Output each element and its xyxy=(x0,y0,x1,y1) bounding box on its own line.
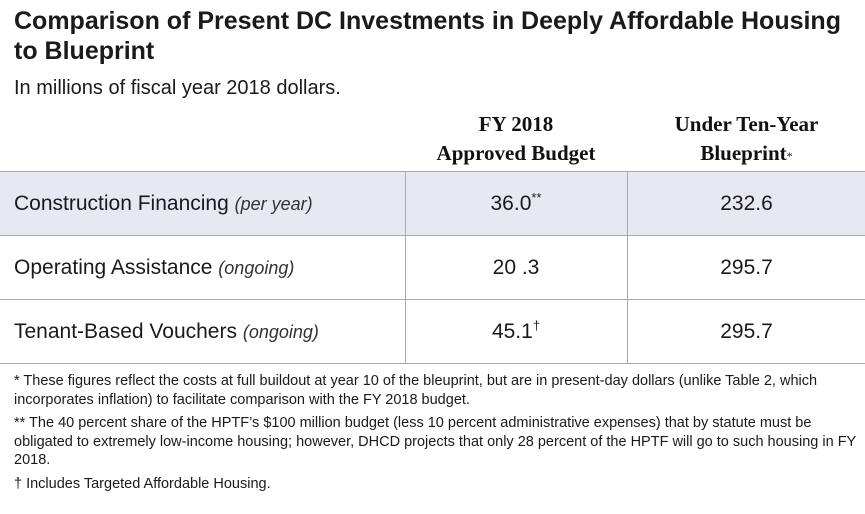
row-rule xyxy=(0,299,865,300)
column-header-blueprint-line2: Blueprint* xyxy=(628,139,865,168)
row-label-text: Construction Financing xyxy=(14,192,229,215)
column-header-fy2018: FY 2018 Approved Budget xyxy=(412,110,620,168)
footnotes: * These figures reflect the costs at ful… xyxy=(14,372,859,498)
header-rule xyxy=(0,171,865,172)
fy2018-value-text: 20 .3 xyxy=(492,256,540,279)
column-divider xyxy=(627,172,628,363)
row-label: Tenant-Based Vouchers (ongoing) xyxy=(14,300,319,363)
column-header-blueprint-line2-text: Blueprint xyxy=(700,141,787,165)
table-title: Comparison of Present DC Investments in … xyxy=(14,7,841,65)
fy2018-value: 36.0** xyxy=(406,172,626,235)
fy2018-value-text: 45.1 xyxy=(491,320,533,343)
row-qualifier: (ongoing) xyxy=(242,322,319,342)
footnote-marker: ** xyxy=(531,190,542,205)
table-row: Construction Financing (per year) 36.0**… xyxy=(0,172,865,235)
row-label: Operating Assistance (ongoing) xyxy=(14,236,294,299)
blueprint-value: 295.7 xyxy=(720,320,773,343)
column-header-blueprint-line1: Under Ten-Year xyxy=(674,112,819,136)
fy2018-value-text: 36.0 xyxy=(490,192,532,215)
fy2018-value: 20 .3 xyxy=(406,236,626,299)
table-subtitle: In millions of fiscal year 2018 dollars. xyxy=(14,77,341,99)
table-row: Tenant-Based Vouchers (ongoing) 45.1† 29… xyxy=(0,300,865,363)
column-divider xyxy=(405,172,406,363)
fy2018-value: 45.1† xyxy=(406,300,626,363)
footnote-marker: * xyxy=(786,149,793,163)
row-qualifier: (ongoing) xyxy=(218,258,295,278)
column-header-blueprint: Under Ten-Year Blueprint* xyxy=(628,110,865,168)
row-qualifier: (per year) xyxy=(234,194,313,214)
column-header-fy2018-line2: Approved Budget xyxy=(436,141,596,165)
blueprint-value: 232.6 xyxy=(720,192,773,215)
row-label-text: Tenant-Based Vouchers xyxy=(14,320,237,343)
footnote: ** The 40 percent share of the HPTF’s $1… xyxy=(14,415,856,468)
table-row: Operating Assistance (ongoing) 20 .3 295… xyxy=(0,236,865,299)
row-label: Construction Financing (per year) xyxy=(14,172,313,235)
row-rule xyxy=(0,235,865,236)
blueprint-value: 295.7 xyxy=(720,256,773,279)
row-label-text: Operating Assistance xyxy=(14,256,213,279)
table-bottom-rule xyxy=(0,363,865,364)
footnote-marker: † xyxy=(532,318,541,333)
footnote: * These figures reflect the costs at ful… xyxy=(14,373,818,408)
column-header-fy2018-line1: FY 2018 xyxy=(478,112,554,136)
footnote: † Includes Targeted Affordable Housing. xyxy=(14,475,271,492)
